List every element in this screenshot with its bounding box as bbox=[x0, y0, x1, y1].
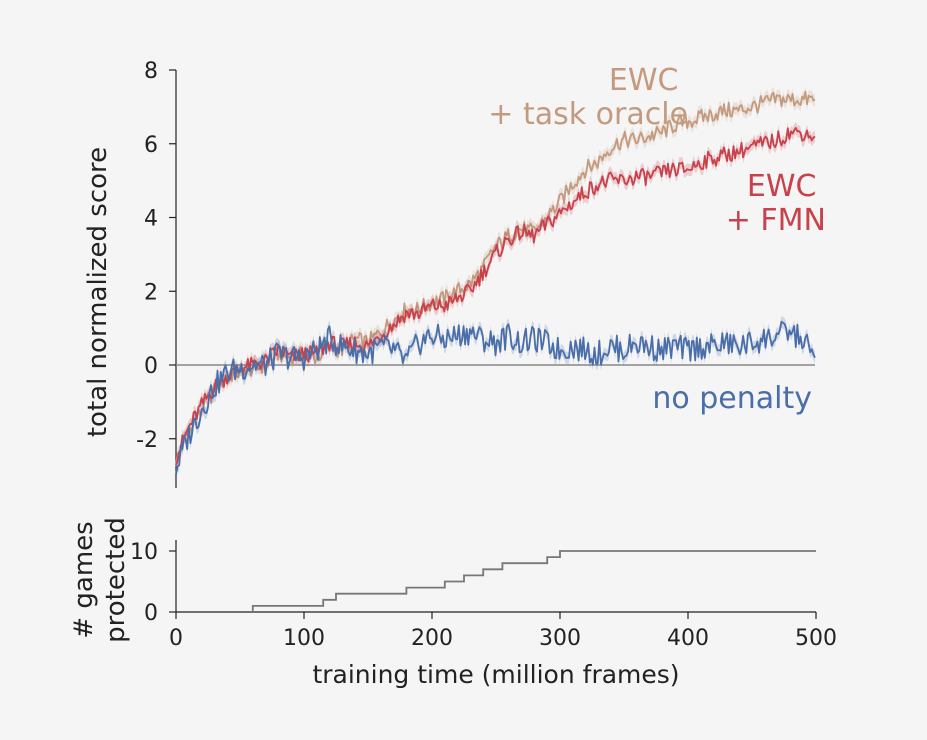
x-tick-label: 300 bbox=[539, 626, 581, 651]
bottom-y-tick-label: 10 bbox=[130, 540, 158, 565]
series-line bbox=[175, 320, 816, 475]
bottom-y-ticks: 10 0 bbox=[130, 540, 176, 626]
y-tick-label: -2 bbox=[136, 428, 158, 453]
bottom-y-axis-label-line1: # games bbox=[69, 521, 99, 638]
step-series-group bbox=[251, 550, 816, 612]
legend-label-no-penalty: no penalty bbox=[652, 381, 812, 416]
legend-label-fmn-line1: EWC bbox=[747, 169, 817, 204]
x-tick-label: 200 bbox=[411, 626, 453, 651]
score-panel: 8 6 4 2 0 -2 total normalized score EWC + tas… bbox=[83, 59, 826, 488]
legend-label-task-oracle-line1: EWC bbox=[609, 63, 679, 98]
x-tick-label: 100 bbox=[283, 626, 325, 651]
bottom-y-axis-label-line2-text: protected bbox=[101, 517, 131, 643]
y-axis-label: total normalized score bbox=[83, 147, 113, 437]
legend-label-task-oracle: EWC + task oracle bbox=[488, 63, 688, 132]
legend-label-fmn-line2: + FMN bbox=[726, 203, 826, 238]
legend-label-task-oracle-line2: + task oracle bbox=[488, 97, 688, 132]
x-tick-label: 400 bbox=[667, 626, 709, 651]
x-tick-label: 500 bbox=[795, 626, 837, 651]
y-tick-label: 6 bbox=[144, 133, 158, 158]
x-tick-label: 0 bbox=[169, 626, 183, 651]
y-ticks: 8 6 4 2 0 -2 bbox=[136, 59, 176, 453]
series-band bbox=[176, 121, 815, 472]
x-ticks: 0 100 200 300 400 500 bbox=[169, 612, 837, 651]
games-protected-panel: 10 0 0 100 200 300 400 500 # games protected t… bbox=[69, 517, 837, 689]
x-axis-label: training time (million frames) bbox=[312, 660, 679, 689]
y-tick-label: 2 bbox=[144, 280, 158, 305]
bottom-y-axis-label: # games bbox=[69, 521, 99, 638]
y-tick-label: 4 bbox=[144, 207, 158, 232]
games-protected-step-line bbox=[251, 550, 816, 612]
y-tick-label: 0 bbox=[144, 354, 158, 379]
bottom-y-tick-label: 0 bbox=[144, 601, 158, 626]
y-tick-label: 8 bbox=[144, 59, 158, 84]
legend-label-fmn: EWC + FMN bbox=[726, 169, 826, 238]
series-group bbox=[175, 85, 816, 481]
